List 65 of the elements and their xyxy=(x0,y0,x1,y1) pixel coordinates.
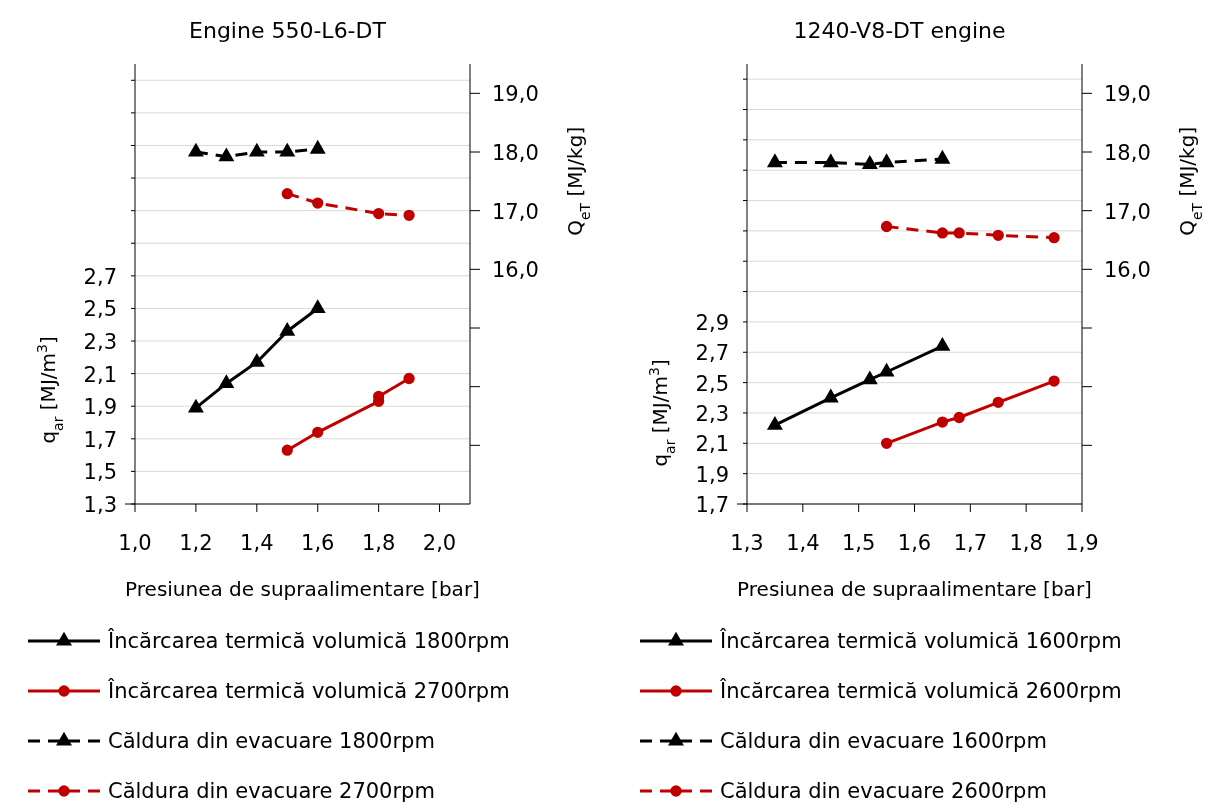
y2-tick-label: 19,0 xyxy=(492,82,539,107)
x-tick-label: 1,8 xyxy=(361,531,396,555)
y2-tick-label: 18,0 xyxy=(492,141,539,165)
y-tick-label: 2,3 xyxy=(695,401,729,426)
x-tick-label: 1,4 xyxy=(786,531,820,555)
point xyxy=(880,437,893,449)
point xyxy=(312,426,324,438)
legend-label: Căldura din evacuare 1600rpm xyxy=(720,729,1047,753)
x-tick-label: 1,9 xyxy=(1065,531,1099,555)
y-tick-label: 2,5 xyxy=(695,371,729,396)
y-tick-label: 2,1 xyxy=(83,362,117,387)
y2-tick-label: 18,0 xyxy=(1104,141,1151,165)
legend-label: Încărcarea termică volumică 1600rpm xyxy=(719,628,1122,653)
point xyxy=(279,322,296,336)
y-tick-label: 1,7 xyxy=(695,493,729,517)
y-tick-label: 1,3 xyxy=(83,493,117,517)
point xyxy=(218,374,235,389)
point xyxy=(187,398,204,413)
y-tick-label: 1,9 xyxy=(83,395,117,420)
x-tick-label: 1,6 xyxy=(301,531,335,555)
x-axis-title: Presiunea de supraalimentare [bar] xyxy=(125,577,480,601)
x-tick-label: 2,0 xyxy=(422,531,457,555)
point xyxy=(403,372,415,385)
x-tick-label: 1,5 xyxy=(841,531,876,555)
point xyxy=(861,370,878,385)
point xyxy=(934,337,951,351)
legend-label: Încărcarea termică volumică 2700rpm xyxy=(107,678,510,703)
legend-label: Căldura din evacuare 2700rpm xyxy=(108,779,435,803)
point xyxy=(992,396,1004,408)
x-tick-label: 1,8 xyxy=(1009,531,1043,555)
y-tick-label: 2,9 xyxy=(695,310,729,335)
y-tick-label: 1,9 xyxy=(695,462,729,487)
legend-label: Încărcarea termică volumică 1800rpm xyxy=(107,628,510,653)
legend-label: Încărcarea termică volumică 2600rpm xyxy=(719,678,1122,703)
y2-tick-label: 19,0 xyxy=(1104,82,1151,107)
point xyxy=(248,353,265,367)
point xyxy=(953,411,965,424)
point xyxy=(878,362,895,377)
y-tick-label: 2,7 xyxy=(695,341,729,366)
legend-label: Căldura din evacuare 2600rpm xyxy=(720,779,1047,803)
x-axis-title: Presiunea de supraalimentare [bar] xyxy=(737,577,1092,601)
y-tick-label: 2,5 xyxy=(83,297,117,322)
y2-tick-label: 16,0 xyxy=(492,258,539,283)
chart-title: Engine 550-L6-DT xyxy=(189,18,387,43)
y-tick-label: 2,3 xyxy=(83,330,117,355)
y-tick-label: 1,7 xyxy=(83,427,117,452)
x-tick-label: 1,7 xyxy=(953,531,988,555)
y-tick-label: 2,1 xyxy=(695,432,729,457)
point xyxy=(936,416,949,428)
x-tick-label: 1,3 xyxy=(730,531,764,555)
x-tick-label: 1,4 xyxy=(240,531,274,555)
x-tick-label: 1,6 xyxy=(897,531,932,555)
point xyxy=(309,299,326,314)
legend-label: Căldura din evacuare 1800rpm xyxy=(108,729,435,753)
y2-tick-label: 17,0 xyxy=(492,199,539,224)
x-tick-label: 1,0 xyxy=(118,531,152,555)
y-tick-label: 1,5 xyxy=(83,460,117,485)
y-tick-label: 2,7 xyxy=(83,264,117,289)
y2-tick-label: 16,0 xyxy=(1104,258,1151,283)
y2-tick-label: 17,0 xyxy=(1104,199,1151,224)
point xyxy=(281,444,293,456)
chart-title: 1240-V8-DT engine xyxy=(793,18,1006,43)
point xyxy=(1048,375,1060,387)
point xyxy=(822,388,839,403)
x-tick-label: 1,2 xyxy=(179,531,213,555)
